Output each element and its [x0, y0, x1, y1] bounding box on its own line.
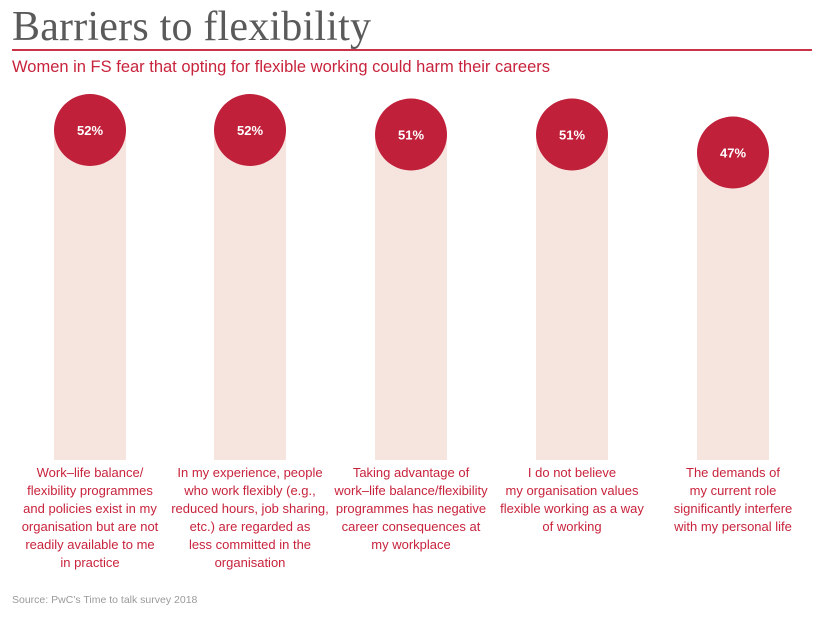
- bar-2: [214, 130, 286, 460]
- category-label-line: flexibility programmes: [27, 483, 153, 498]
- value-label-1: 52%: [77, 123, 103, 138]
- category-label-line: Taking advantage of: [353, 465, 470, 480]
- category-label-line: and policies exist in my: [23, 501, 157, 516]
- category-label-4: I do not believe my organisation values fl…: [500, 465, 644, 534]
- category-label-line: work–life balance/flexibility: [333, 483, 488, 498]
- category-label-2: In my experience, people who work flexibl…: [171, 465, 329, 570]
- category-label-line: flexible working as a way: [500, 501, 644, 516]
- category-label-line: Work–life balance/: [37, 465, 144, 480]
- value-circle-5: [697, 116, 769, 189]
- category-label-line: who work flexibly (e.g.,: [183, 483, 316, 498]
- category-label-line: I do not believe: [528, 465, 616, 480]
- category-label-line: my organisation values: [506, 483, 639, 498]
- category-label-line: my current role: [690, 483, 777, 498]
- title-divider: [12, 49, 812, 51]
- category-label-line: In my experience, people: [177, 465, 322, 480]
- category-label-line: organisation but are not: [22, 519, 159, 534]
- value-circle-3: [375, 98, 447, 171]
- category-label-line: reduced hours, job sharing,: [171, 501, 329, 516]
- value-circle-4: [536, 98, 608, 171]
- category-label-line: significantly interfere: [674, 501, 793, 516]
- category-label-line: less committed in the: [189, 537, 311, 552]
- category-label-line: in practice: [60, 555, 119, 570]
- bar-5: [697, 152, 769, 460]
- bar-1: [54, 130, 126, 460]
- category-label-line: career consequences at: [342, 519, 481, 534]
- chart-title: Barriers to flexibility: [12, 4, 372, 50]
- value-label-2: 52%: [237, 123, 263, 138]
- category-label-1: Work–life balance/flexibility programmes…: [22, 465, 159, 570]
- category-label-line: with my personal life: [673, 519, 792, 534]
- category-label-line: etc.) are regarded as: [190, 519, 311, 534]
- category-label-line: programmes has negative: [336, 501, 486, 516]
- bar-4: [536, 134, 608, 460]
- value-label-5: 47%: [720, 146, 746, 161]
- category-label-5: The demands of my current role significant…: [673, 465, 792, 534]
- value-circle-2: [214, 94, 286, 166]
- source-note: Source: PwC’s Time to talk survey 2018: [12, 594, 198, 606]
- category-label-line: of working: [542, 519, 601, 534]
- value-label-4: 51%: [559, 128, 585, 143]
- chart-subtitle: Women in FS fear that opting for flexibl…: [12, 58, 551, 76]
- category-label-line: readily available to me: [25, 537, 154, 552]
- category-label-line: my workplace: [371, 537, 450, 552]
- category-label-line: The demands of: [686, 465, 780, 480]
- bar-3: [375, 134, 447, 460]
- category-label-3: Taking advantage of work–life balance/fle…: [333, 465, 488, 552]
- value-label-3: 51%: [398, 128, 424, 143]
- category-label-line: organisation: [215, 555, 286, 570]
- value-circle-1: [54, 94, 126, 166]
